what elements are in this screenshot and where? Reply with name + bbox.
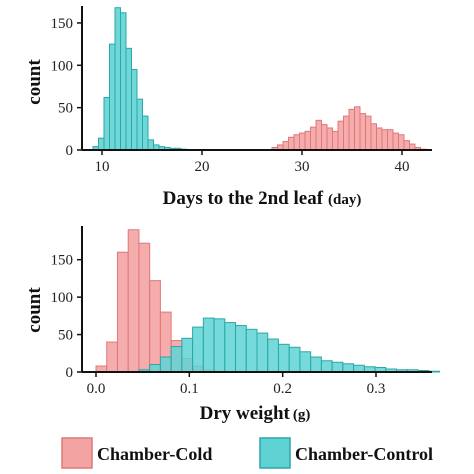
bar-cold-14 [348,108,355,151]
bar-control-10 [147,139,154,151]
x-axis-label-dry-weight: Dry weight (g) [200,403,311,424]
y-ticks-days: 0 50 100 150 [51,16,82,159]
bar-control-5 [192,326,204,373]
y-ticks-dry-weight: 0 50 100 150 [51,253,82,381]
bars-days [92,7,427,151]
bar-control-17 [320,360,333,373]
bar-cold-16 [359,113,366,151]
bar-cold-10 [326,127,333,151]
bar-control-19 [342,363,355,373]
y-tick-label-1: 50 [58,328,73,344]
bar-control-4 [114,7,121,151]
x-tick-label-0: 0.0 [87,381,106,397]
x-tick-label-1: 20 [195,159,210,175]
y-tick-label-3: 150 [51,253,74,269]
x-axis-unit-days: (day) [328,192,361,208]
bar-control-10 [245,328,258,373]
y-tick-label-2: 100 [51,58,74,74]
bar-control-20 [353,364,365,373]
bar-control-9 [235,325,247,373]
x-axis-label-days: Days to the 2nd leaf (day) [163,188,362,209]
bar-cold-8 [315,119,322,151]
bar-cold-22 [392,132,399,151]
bar-control-2 [103,96,110,151]
bar-cold-12 [337,120,344,151]
x-tick-label-3: 40 [395,159,410,175]
bar-cold-3 [288,136,295,151]
bar-control-9 [142,115,149,151]
bar-control-16 [310,356,322,373]
y-tick-label-0: 0 [66,365,74,381]
x-tick-label-3: 0.3 [367,381,386,397]
bar-cold-2 [116,251,129,373]
bar-cold-21 [387,129,394,151]
y-tick-label-3: 150 [51,16,74,32]
bar-control-1 [149,364,161,373]
x-tick-label-1: 0.1 [180,381,199,397]
bar-control-8 [136,98,143,151]
bar-cold-18 [370,123,377,151]
bar-control-11 [256,332,269,373]
y-tick-label-0: 0 [66,143,74,159]
bar-cold-5 [299,132,306,151]
bar-control-18 [331,361,344,373]
bar-control-15 [299,351,312,373]
x-tick-label-2: 30 [295,159,310,175]
bar-control-8 [224,322,237,373]
bar-cold-4 [138,242,151,373]
x-ticks-days: 10 20 30 40 [95,150,410,175]
bar-cold-17 [365,115,372,151]
x-axis-unit-dry-weight: (g) [293,407,311,423]
bar-cold-6 [304,130,311,151]
bar-cold-9 [321,124,328,151]
legend-label-chamber-control: Chamber-Control [295,444,433,464]
y-tick-label-1: 50 [58,101,73,117]
y-tick-label-2: 100 [51,290,74,306]
bar-control-3 [170,346,183,373]
bar-control-14 [288,346,301,373]
bar-cold-1 [106,341,118,373]
bar-control-6 [202,317,215,373]
bar-control-6 [125,47,132,151]
bar-control-4 [181,337,194,373]
legend-label-chamber-cold: Chamber-Cold [97,444,212,464]
bar-control-3 [109,43,116,151]
bars-dry-weight [95,229,440,373]
x-ticks-dry-weight: 0.0 0.1 0.2 0.3 [87,372,386,397]
y-axis-label-dry-weight: count [24,287,45,333]
bar-cold-5 [149,280,161,373]
bar-control-5 [120,12,127,151]
bar-cold-23 [398,134,405,151]
bar-cold-3 [127,229,140,373]
bar-cold-15 [354,106,361,151]
y-axis-label-days: count [24,59,45,105]
panel-days-to-2nd-leaf: 0 50 100 150 10 20 30 40 count Days to the 2nd… [24,6,432,209]
bar-cold-13 [343,115,350,151]
bar-cold-20 [381,129,388,151]
panel-dry-weight: 0 50 100 150 0.0 0.1 0.2 0.3 count Dry weight(… [24,226,440,424]
bar-control-2 [159,356,172,373]
bar-cold-2 [282,141,289,151]
bar-control-7 [213,318,226,373]
bar-cold-24 [403,140,410,151]
bar-cold-19 [376,127,383,151]
bar-control-7 [131,69,138,151]
bar-cold-11 [332,130,339,151]
x-axis-label-days-main: Days to the 2nd leaf [163,188,324,209]
x-tick-label-2: 0.2 [273,381,292,397]
bar-cold-4 [293,134,300,151]
bar-control-12 [267,338,279,373]
bar-control-13 [277,343,290,373]
bar-control-1 [98,137,105,151]
legend: Chamber-Cold Chamber-Control [61,437,433,469]
bar-cold-7 [310,126,317,151]
x-tick-label-0: 10 [95,159,110,175]
legend-swatch-chamber-cold [61,437,93,469]
legend-swatch-chamber-control [259,437,291,469]
x-axis-label-dry-weight-main: Dry weight [200,403,291,424]
